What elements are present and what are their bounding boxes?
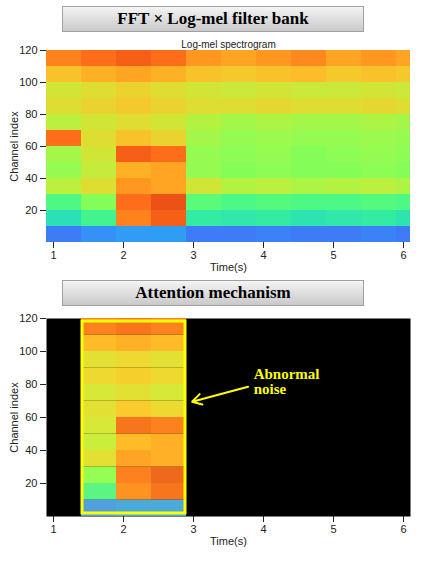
svg-text:60: 60 [25,140,37,152]
svg-text:2: 2 [120,249,126,261]
svg-text:40: 40 [25,172,37,184]
svg-text:1: 1 [50,523,56,535]
svg-text:Time(s): Time(s) [210,261,247,273]
svg-text:5: 5 [330,523,336,535]
svg-text:6: 6 [400,523,406,535]
svg-text:20: 20 [25,477,37,489]
html-text:Attention mechanism: Attention mechanism [135,283,291,302]
svg-text:100: 100 [19,345,37,357]
svg-text:3: 3 [190,249,196,261]
svg-text:4: 4 [260,249,266,261]
svg-text:Abnormalnoise: Abnormalnoise [254,366,320,397]
html-text:FFT × Log-mel filter bank: FFT × Log-mel filter bank [117,9,309,28]
svg-text:100: 100 [19,76,37,88]
svg-text:Time(s): Time(s) [210,535,247,547]
svg-text:6: 6 [400,249,406,261]
svg-text:Log-mel spectrogram: Log-mel spectrogram [181,39,275,50]
svg-text:1: 1 [50,249,56,261]
svg-text:4: 4 [260,523,266,535]
svg-text:80: 80 [25,378,37,390]
svg-text:120: 120 [19,44,37,56]
svg-text:20: 20 [25,204,37,216]
svg-text:80: 80 [25,108,37,120]
svg-text:Channel index: Channel index [8,382,20,453]
svg-text:Channel index: Channel index [8,111,20,182]
svg-text:2: 2 [120,523,126,535]
svg-text:120: 120 [19,312,37,324]
svg-text:40: 40 [25,444,37,456]
svg-text:5: 5 [330,249,336,261]
svg-text:60: 60 [25,411,37,423]
svg-text:3: 3 [190,523,196,535]
